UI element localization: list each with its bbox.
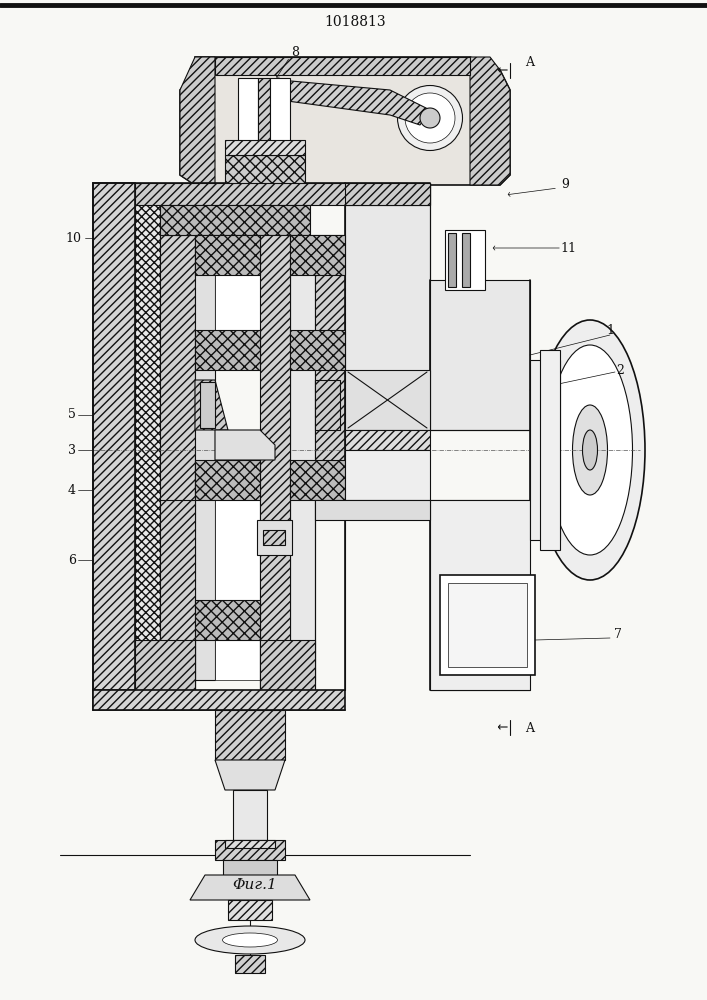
Polygon shape	[290, 460, 345, 500]
Polygon shape	[160, 235, 195, 690]
Bar	[233, 790, 267, 840]
Polygon shape	[470, 57, 510, 185]
Bar	[462, 233, 470, 287]
Polygon shape	[430, 280, 530, 430]
Ellipse shape	[547, 345, 633, 555]
Text: A: A	[525, 55, 534, 68]
Polygon shape	[135, 183, 430, 205]
Bar	[448, 583, 527, 667]
Bar	[263, 530, 285, 545]
Polygon shape	[135, 640, 195, 690]
Polygon shape	[190, 875, 310, 900]
Polygon shape	[93, 690, 345, 710]
Polygon shape	[345, 450, 430, 500]
Text: Φиг.1: Φиг.1	[233, 878, 277, 892]
Bar	[215, 500, 260, 680]
Bar	[257, 520, 292, 555]
Text: 4: 4	[68, 484, 76, 496]
Text: 11: 11	[560, 241, 576, 254]
Text: 7: 7	[614, 629, 622, 642]
Bar	[530, 360, 560, 540]
Bar	[440, 575, 535, 675]
Polygon shape	[195, 235, 260, 275]
Bar	[225, 155, 305, 185]
Bar	[215, 275, 260, 330]
Bar	[225, 140, 305, 155]
Ellipse shape	[195, 926, 305, 954]
Bar	[238, 78, 258, 173]
Polygon shape	[135, 183, 160, 690]
Polygon shape	[195, 600, 260, 640]
Bar	[235, 955, 265, 973]
Polygon shape	[345, 183, 430, 430]
Polygon shape	[215, 430, 275, 460]
Polygon shape	[290, 235, 345, 275]
Polygon shape	[160, 205, 310, 235]
Bar	[430, 500, 530, 690]
Polygon shape	[290, 330, 345, 370]
Text: 5: 5	[68, 408, 76, 422]
Polygon shape	[260, 235, 290, 690]
Bar	[540, 350, 560, 550]
Text: 10: 10	[65, 232, 81, 244]
Text: 1: 1	[606, 324, 614, 336]
Polygon shape	[215, 710, 285, 760]
Ellipse shape	[535, 320, 645, 580]
Text: 2: 2	[616, 363, 624, 376]
Text: 1018813: 1018813	[325, 15, 386, 29]
Polygon shape	[195, 380, 228, 430]
Text: 3: 3	[68, 444, 76, 456]
Polygon shape	[290, 235, 315, 680]
Polygon shape	[345, 430, 430, 450]
Polygon shape	[195, 235, 215, 680]
Polygon shape	[315, 380, 340, 430]
Ellipse shape	[583, 430, 597, 470]
Text: 6: 6	[68, 554, 76, 566]
Polygon shape	[215, 760, 285, 790]
Ellipse shape	[405, 93, 455, 143]
Polygon shape	[345, 183, 430, 205]
Bar	[445, 230, 485, 290]
Polygon shape	[180, 57, 510, 185]
Bar	[270, 78, 290, 173]
Polygon shape	[195, 460, 260, 500]
Ellipse shape	[223, 933, 278, 947]
Ellipse shape	[397, 86, 462, 150]
Polygon shape	[180, 57, 215, 185]
Text: A: A	[525, 722, 534, 736]
Polygon shape	[215, 57, 470, 75]
Polygon shape	[200, 382, 215, 428]
Text: 9: 9	[561, 178, 569, 192]
Polygon shape	[195, 330, 260, 370]
Polygon shape	[260, 640, 315, 690]
Polygon shape	[315, 500, 430, 520]
Polygon shape	[93, 183, 135, 690]
Polygon shape	[223, 860, 277, 875]
Polygon shape	[228, 900, 272, 920]
Bar	[258, 78, 270, 173]
Text: 8: 8	[291, 46, 299, 60]
Bar	[225, 840, 275, 848]
Polygon shape	[315, 235, 345, 480]
Polygon shape	[160, 500, 195, 690]
Ellipse shape	[573, 405, 607, 495]
Ellipse shape	[420, 108, 440, 128]
Polygon shape	[215, 840, 285, 860]
Polygon shape	[345, 370, 430, 430]
Polygon shape	[280, 80, 430, 125]
Bar	[448, 233, 456, 287]
